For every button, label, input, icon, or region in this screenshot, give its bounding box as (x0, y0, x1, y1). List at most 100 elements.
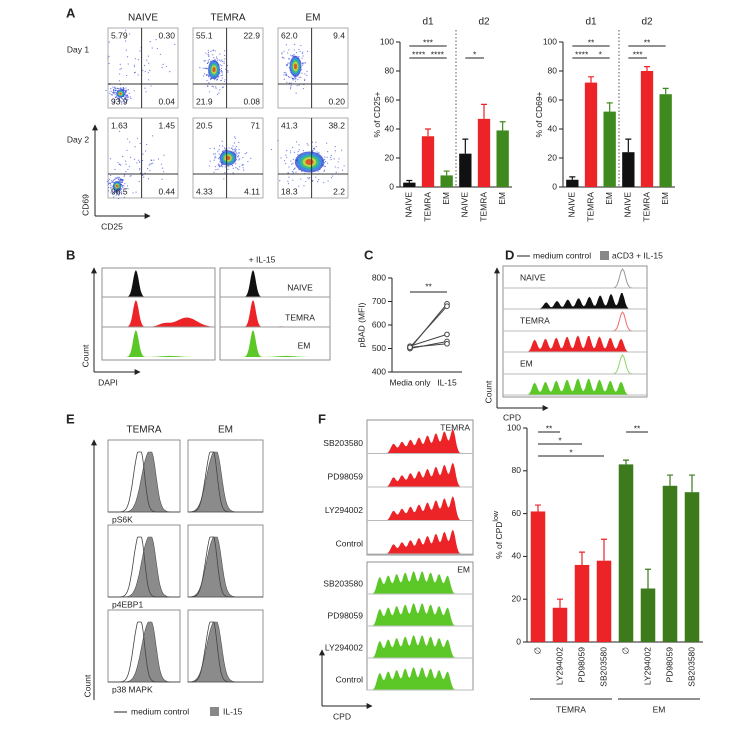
flow-event (216, 93, 219, 96)
quadrant-value: 38.2 (328, 120, 345, 130)
flow-event (335, 171, 337, 173)
flow-event (209, 147, 211, 150)
flow-event (220, 165, 222, 167)
error-bar (462, 138, 469, 154)
flow-event (227, 168, 229, 170)
axis-label: CPD (333, 711, 351, 721)
flow-event (133, 158, 136, 160)
group-label: TEMRA (556, 704, 586, 714)
flow-event (216, 59, 219, 61)
flow-event (287, 172, 289, 174)
flow-event (117, 178, 120, 180)
bar (403, 182, 416, 187)
flow-event (247, 160, 249, 163)
flow-event (119, 68, 121, 70)
error-bar (667, 474, 673, 486)
flow-event (205, 52, 207, 54)
flow-event (292, 170, 294, 173)
flow-event (236, 168, 238, 170)
x-tick-label: TEMRA (422, 192, 432, 222)
flow-event (120, 188, 122, 190)
y-axis-label: % of CD69+ (534, 91, 544, 137)
flow-event (199, 67, 201, 69)
flow-event (114, 93, 116, 96)
flow-event (219, 165, 221, 167)
flow-event (235, 151, 237, 153)
row-label: TEMRA (285, 312, 315, 322)
flow-event (217, 76, 220, 78)
flow-event (333, 158, 335, 160)
quadrant-value: 9.4 (333, 30, 345, 40)
row-label: Day 1 (67, 44, 89, 54)
column-header: TEMRA (127, 425, 162, 436)
flow-event (119, 163, 121, 166)
flow-event (290, 160, 292, 162)
flow-event (223, 147, 226, 149)
flow-event (119, 130, 121, 132)
flow-event (298, 55, 300, 58)
flow-event (110, 90, 112, 92)
column-header: TEMRA (211, 13, 246, 24)
significance-label: *** (423, 37, 434, 47)
flow-event (150, 159, 152, 161)
flow-event (289, 88, 292, 90)
flow-event (117, 161, 119, 164)
flow-event (283, 160, 286, 162)
flow-event (218, 59, 220, 61)
quadrant-value: 4.11 (244, 186, 260, 196)
y-tick-label: 0 (389, 181, 394, 191)
quadrant-value: 0.30 (158, 30, 175, 40)
significance-label: *** (633, 49, 644, 59)
flow-event (124, 160, 127, 162)
flow-event (293, 43, 296, 46)
flow-event (127, 188, 129, 190)
significance-label: ** (425, 281, 432, 291)
flow-event (239, 166, 241, 168)
flow-event (155, 39, 157, 41)
flow-event (142, 153, 144, 155)
x-tick-label: NAIVE (623, 192, 633, 218)
quadrant-value: 18.3 (281, 186, 298, 196)
legend-label: aCD3 + IL-15 (612, 250, 663, 260)
flow-event (112, 181, 114, 183)
flow-event (165, 65, 167, 67)
flow-event (304, 62, 307, 64)
bar (662, 485, 678, 642)
flow-event (308, 178, 310, 180)
flow-event (150, 163, 152, 165)
x-tick-label: SB203580 (598, 647, 608, 687)
flow-event (115, 191, 117, 193)
x-tick-label: TEMRA (585, 192, 595, 222)
flow-event (223, 178, 225, 180)
flow-event (123, 88, 125, 90)
bar (440, 175, 453, 187)
flow-event (288, 82, 291, 84)
donor-point (407, 344, 413, 351)
flow-event (218, 153, 220, 155)
flow-event (161, 178, 163, 180)
flow-event (122, 88, 124, 90)
quadrant-value: 22.9 (243, 30, 260, 40)
quadrant-value: 5.79 (111, 30, 128, 40)
flow-event (306, 70, 308, 73)
row-label: p38 MAPK (112, 684, 153, 694)
donor-line (409, 305, 448, 348)
flow-event (121, 185, 123, 187)
flow-event (283, 50, 285, 52)
error-bar (689, 474, 695, 493)
bar (566, 179, 579, 187)
flow-event (146, 143, 148, 146)
flow-event (125, 189, 127, 191)
flow-event (338, 158, 340, 160)
significance-label: **** (575, 49, 589, 59)
flow-event (301, 57, 303, 59)
flow-event (122, 186, 124, 188)
histogram (367, 496, 473, 521)
flow-event (153, 159, 155, 161)
flow-event (343, 165, 345, 167)
flow-event (223, 63, 225, 65)
flow-event (293, 168, 295, 171)
error-bar (499, 121, 506, 131)
flow-event (216, 57, 218, 60)
flow-event (149, 163, 151, 165)
